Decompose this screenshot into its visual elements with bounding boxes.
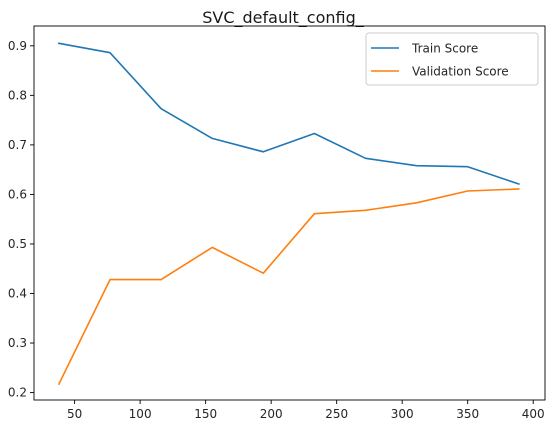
x-tick-label: 300: [391, 407, 414, 421]
x-tick-label: 100: [129, 407, 152, 421]
legend-box: [365, 32, 539, 86]
chart-title: SVC_default_config_: [202, 8, 365, 28]
y-tick-label: 0.9: [8, 39, 27, 53]
legend: Train Score Validation Score: [365, 32, 539, 86]
y-tick-label: 0.5: [8, 237, 27, 251]
plot-area-frame: [33, 25, 546, 401]
y-tick-label: 0.8: [8, 88, 27, 102]
y-tick-label: 0.7: [8, 138, 27, 152]
legend-label-train-score: Train Score: [411, 42, 478, 56]
y-tick-label: 0.4: [8, 286, 27, 300]
x-tick-label: 150: [194, 407, 217, 421]
y-tick-label: 0.3: [8, 336, 27, 350]
y-axis: 0.2 0.3 0.4 0.5 0.6 0.7 0.8 0.9: [8, 39, 34, 400]
series-line-train-score: [57, 42, 520, 186]
x-tick-label: 50: [67, 407, 82, 421]
x-tick-label: 350: [456, 407, 479, 421]
x-tick-label: 250: [325, 407, 348, 421]
legend-label-validation-score: Validation Score: [412, 65, 509, 79]
series-line-validation-score: [57, 188, 520, 386]
y-tick-label: 0.2: [8, 386, 27, 400]
series-group: [57, 42, 520, 386]
y-tick-label: 0.6: [8, 187, 27, 201]
x-tick-label: 400: [522, 407, 545, 421]
x-tick-label: 200: [260, 407, 283, 421]
x-axis: 50 100 150 200 250 300 350 400: [67, 400, 545, 421]
